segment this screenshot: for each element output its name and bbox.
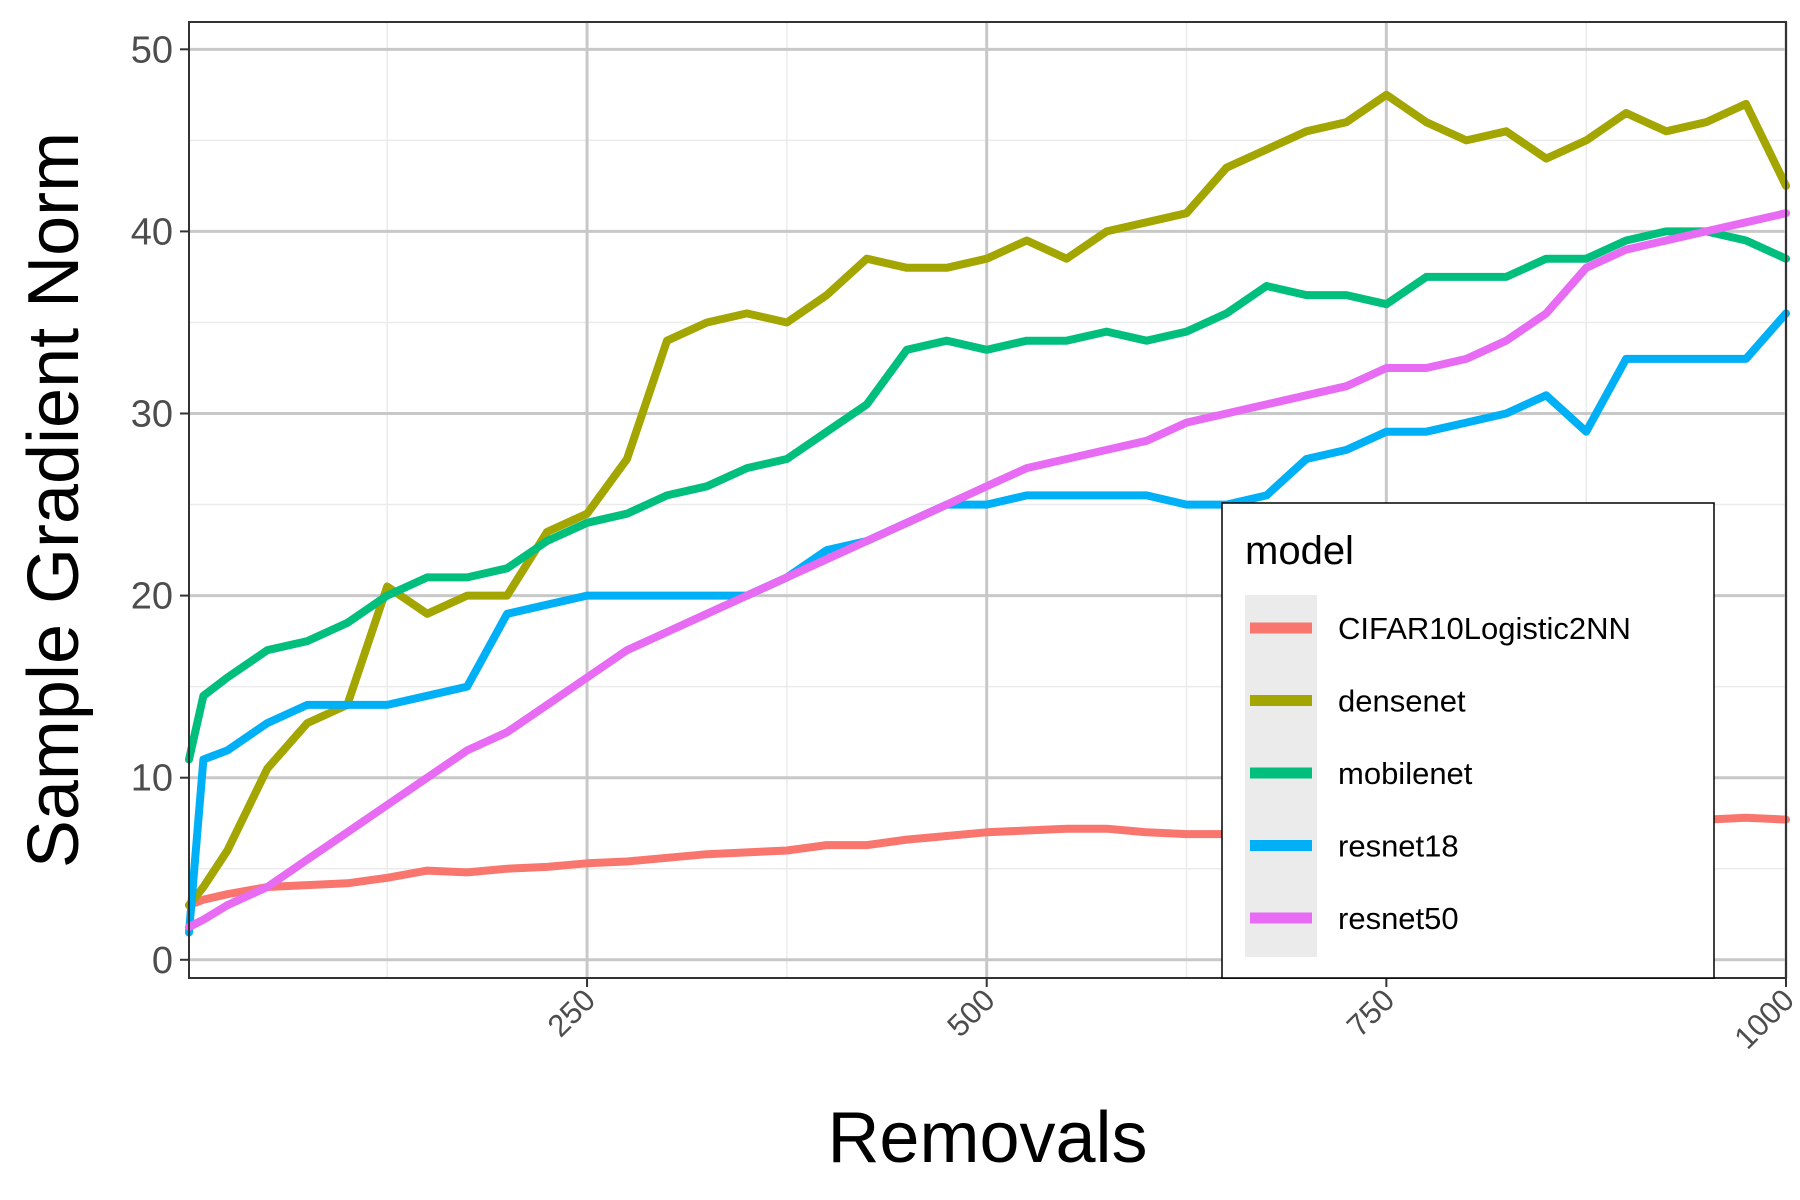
y-tick-label: 50 <box>131 29 173 71</box>
y-tick-label: 10 <box>131 758 173 800</box>
y-tick-label: 30 <box>131 394 173 436</box>
legend-label-CIFAR10Logistic2NN: CIFAR10Logistic2NN <box>1338 611 1631 646</box>
legend-label-densenet: densenet <box>1338 684 1466 719</box>
y-tick-label: 20 <box>131 576 173 618</box>
y-tick-label: 40 <box>131 211 173 253</box>
legend-title: model <box>1245 529 1354 573</box>
series-line-resnet18 <box>185 309 1790 937</box>
legend-label-mobilenet: mobilenet <box>1338 756 1473 791</box>
legend-label-resnet50: resnet50 <box>1338 901 1459 936</box>
legend-label-resnet18: resnet18 <box>1338 829 1459 864</box>
series-line-densenet <box>185 90 1790 910</box>
y-tick-label: 0 <box>152 940 173 982</box>
y-axis-title: Sample Gradient Norm <box>14 132 94 868</box>
legend: model CIFAR10Logistic2NN densenet mobilene… <box>1221 502 1715 979</box>
series-line-mobilenet <box>185 227 1790 764</box>
series-line-resnet50 <box>185 209 1790 931</box>
x-axis-title: Removals <box>827 1098 1147 1178</box>
